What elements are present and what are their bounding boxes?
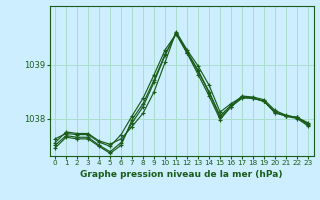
X-axis label: Graphe pression niveau de la mer (hPa): Graphe pression niveau de la mer (hPa) [80,170,283,179]
